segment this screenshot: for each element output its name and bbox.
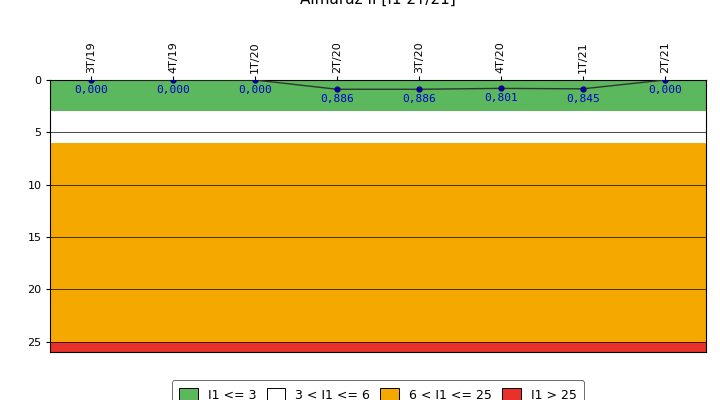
Text: 0,000: 0,000 [156, 85, 190, 95]
Title: Almaraz II [I1 2T/21]: Almaraz II [I1 2T/21] [300, 0, 456, 7]
Bar [50, 342, 706, 352]
Text: 0,886: 0,886 [402, 94, 436, 104]
Text: 0,886: 0,886 [320, 94, 354, 104]
Text: 0,000: 0,000 [648, 85, 682, 95]
Bar [50, 80, 706, 111]
Text: 0,801: 0,801 [484, 93, 518, 103]
Text: 0,000: 0,000 [74, 85, 108, 95]
Text: 0,000: 0,000 [238, 85, 272, 95]
Text: 0,845: 0,845 [566, 94, 600, 104]
Bar [50, 143, 706, 342]
Bar [50, 111, 706, 143]
Legend: I1 <= 3, 3 < I1 <= 6, 6 < I1 <= 25, I1 > 25: I1 <= 3, 3 < I1 <= 6, 6 < I1 <= 25, I1 >… [172, 380, 584, 400]
